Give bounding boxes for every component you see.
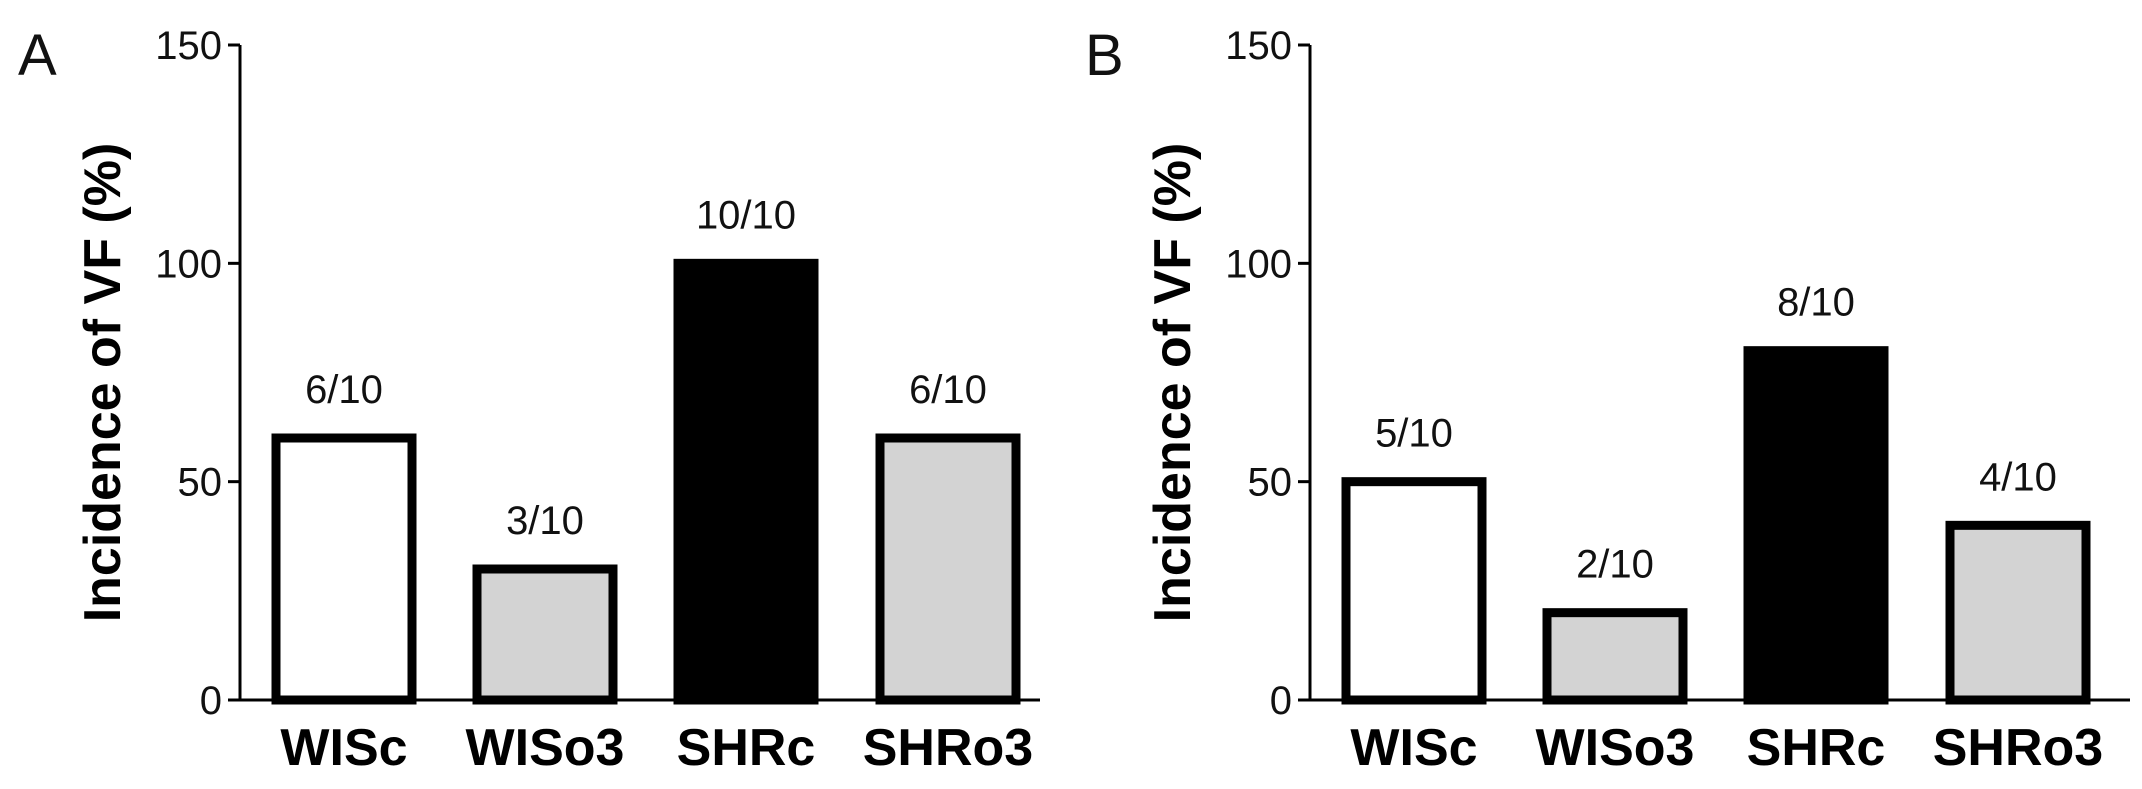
panel-b: B 0 50 100 150 Incidence of VF (%) 5/10 WISc 2/1…: [1085, 23, 2130, 777]
bar-wiso3: [472, 564, 618, 705]
bar-data-label: 8/10: [1777, 281, 1855, 325]
y-tick-label: 150: [155, 24, 222, 68]
y-tick-label: 50: [178, 461, 223, 505]
bar-shrc: [673, 258, 819, 705]
x-category-label: WISc: [280, 719, 407, 777]
panel-letter: B: [1085, 23, 1124, 88]
x-category-label: SHRo3: [863, 719, 1033, 777]
y-tick-label: 150: [1225, 24, 1292, 68]
bar-data-label: 2/10: [1576, 543, 1654, 587]
y-tick-label: 100: [155, 242, 222, 286]
bar-wisc: [1341, 477, 1487, 705]
panel-a: A 0 50 100 150 Incidence of VF (%) 6/10 WISc 3/1…: [18, 23, 1040, 777]
bar-data-label: 5/10: [1375, 412, 1453, 456]
y-axis-title: Incidence of VF (%): [74, 143, 132, 623]
bar-data-label: 6/10: [305, 368, 383, 412]
y-tick-label: 0: [1270, 679, 1292, 723]
bar-data-label: 6/10: [909, 368, 987, 412]
y-tick-label: 50: [1248, 461, 1293, 505]
y-tick-label: 0: [200, 679, 222, 723]
bar-shrc: [1743, 346, 1889, 705]
bar-data-label: 4/10: [1979, 455, 2057, 499]
bar-wiso3: [1542, 608, 1688, 705]
panel-letter: A: [18, 23, 57, 88]
bar-shro3: [1945, 520, 2091, 705]
x-category-label: WISo3: [466, 719, 625, 777]
x-category-label: SHRc: [1747, 719, 1886, 777]
x-category-label: WISo3: [1536, 719, 1695, 777]
y-tick-label: 100: [1225, 242, 1292, 286]
bar-data-label: 3/10: [506, 499, 584, 543]
bar-data-label: 10/10: [696, 193, 796, 237]
bar-shro3: [875, 433, 1021, 705]
x-category-label: SHRo3: [1933, 719, 2103, 777]
bar-wisc: [271, 433, 417, 705]
x-category-label: SHRc: [677, 719, 816, 777]
y-axis-title: Incidence of VF (%): [1144, 143, 1202, 623]
x-category-label: WISc: [1350, 719, 1477, 777]
